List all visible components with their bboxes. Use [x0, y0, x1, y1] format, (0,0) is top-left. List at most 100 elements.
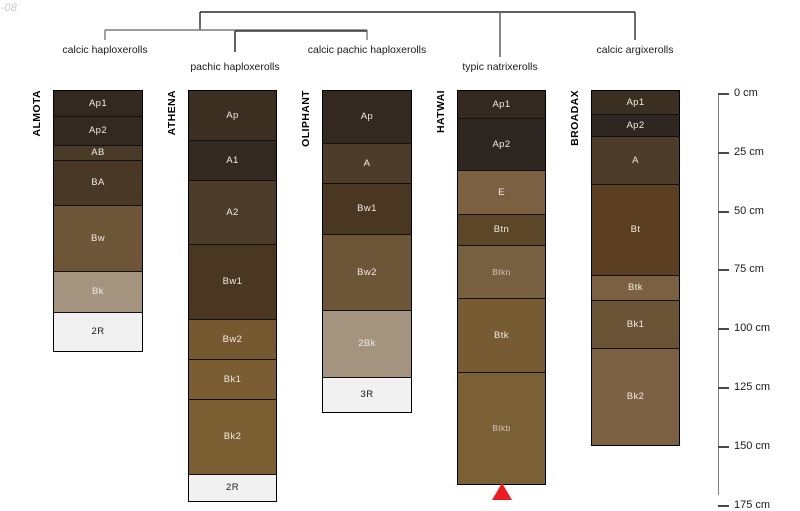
depth-tick-label: 100 cm: [734, 322, 771, 335]
depth-tick-label: 125 cm: [734, 381, 771, 393]
horizon-label: Ap1: [492, 98, 511, 110]
horizon-bk1[interactable]: Bk1: [189, 360, 276, 400]
horizon-label: 3R: [360, 389, 374, 401]
horizon-label: 2Bk: [358, 338, 376, 350]
horizon-label: Bw1: [222, 276, 243, 288]
horizon-label: E: [498, 186, 505, 198]
horizon-bw2[interactable]: Bw2: [189, 320, 276, 360]
horizon-label: Bw2: [357, 266, 377, 278]
horizon-stack: Ap A1 A2 Bw1 Bw2 Bk1 Bk2 2R: [188, 90, 277, 502]
profile-name-athena: ATHENA: [166, 90, 178, 136]
taxon-label-typic-natrixerolls: typic natrixerolls: [462, 61, 538, 73]
taxon-label-calcic-haploxerolls: calcic haploxerolls: [62, 44, 148, 56]
horizon-label: Bk1: [223, 373, 242, 385]
horizon-2r[interactable]: 2R: [54, 313, 142, 351]
horizon-ap1[interactable]: Ap1: [54, 91, 142, 117]
horizon-label: Bk2: [223, 431, 242, 443]
depth-tick-label: 75 cm: [734, 263, 764, 276]
horizon-bw2[interactable]: Bw2: [323, 235, 411, 311]
horizon-ap[interactable]: Ap: [323, 91, 411, 144]
horizon-label: Bk2: [626, 391, 645, 403]
horizon-3r[interactable]: 3R: [323, 378, 411, 412]
horizon-bw1[interactable]: Bw1: [323, 184, 411, 235]
horizon-btn[interactable]: Btn: [458, 215, 545, 246]
horizon-ap1[interactable]: Ap1: [592, 91, 679, 115]
horizon-label: Ap2: [88, 125, 108, 137]
depth-tick: [718, 328, 729, 331]
depth-tick-label: 175 cm: [734, 498, 771, 511]
profile-depth-marker-triangle: [492, 483, 512, 500]
horizon-label: 2R: [226, 482, 239, 494]
horizon-label: Bt: [630, 224, 641, 236]
horizon-ap2[interactable]: Ap2: [458, 119, 545, 171]
depth-tick: [718, 210, 729, 213]
horizon-label: Bk: [92, 286, 104, 298]
depth-tick-label: 0 cm: [734, 87, 758, 99]
horizon-ap2[interactable]: Ap2: [592, 115, 679, 137]
horizon-a2[interactable]: A2: [189, 181, 276, 245]
horizon-btkn[interactable]: Btkn: [458, 246, 545, 299]
depth-tick: [718, 269, 729, 272]
horizon-btk[interactable]: Btk: [458, 299, 545, 373]
horizon-ba[interactable]: BA: [54, 161, 142, 206]
horizon-bk[interactable]: Bk: [54, 272, 142, 313]
horizon-2r[interactable]: 2R: [189, 475, 276, 501]
horizon-btk[interactable]: Btk: [592, 276, 679, 301]
horizon-a1[interactable]: A1: [189, 141, 276, 181]
depth-tick: [718, 93, 729, 95]
horizon-bw1[interactable]: Bw1: [189, 245, 276, 320]
profile-name-almota: ALMOTA: [31, 90, 43, 137]
horizon-label: Btn: [493, 224, 510, 236]
watermark-text: 0-08: [0, 2, 18, 14]
horizon-bw[interactable]: Bw: [54, 206, 142, 272]
horizon-label: Ap1: [88, 97, 108, 109]
horizon-label: Bw: [91, 232, 105, 244]
horizon-a[interactable]: A: [592, 137, 679, 185]
taxon-label-calcic-argixerolls: calcic argixerolls: [596, 44, 674, 56]
profile-name-oliphant: OLIPHANT: [300, 90, 312, 147]
depth-tick: [718, 504, 729, 507]
horizon-label: 2R: [91, 326, 105, 338]
horizon-stack: Ap A Bw1 Bw2 2Bk 3R: [322, 90, 412, 413]
horizon-2bk[interactable]: 2Bk: [323, 311, 411, 378]
horizon-label: A: [632, 154, 639, 166]
depth-axis-line: [718, 93, 719, 495]
horizon-label: Bw2: [222, 333, 243, 345]
horizon-stack: Ap1 Ap2 A Bt Btk Bk1 Bk2: [591, 90, 680, 446]
horizon-bt[interactable]: Bt: [592, 185, 679, 276]
horizon-ab[interactable]: AB: [54, 146, 142, 161]
horizon-ap[interactable]: Ap: [189, 91, 276, 141]
horizon-bk2[interactable]: Bk2: [189, 400, 276, 475]
taxon-label-calcic-pachic-haploxerolls: calcic pachic haploxerolls: [307, 44, 427, 56]
depth-tick-label: 50 cm: [734, 204, 764, 217]
depth-tick: [718, 387, 729, 389]
dendrogram-tree: [104, 11, 636, 57]
horizon-label: Ap: [226, 109, 239, 121]
horizon-label: Btkb: [492, 423, 511, 434]
horizon-label: Ap1: [626, 96, 645, 108]
depth-tick-label: 150 cm: [734, 439, 771, 452]
horizon-label: Btk: [494, 329, 509, 341]
horizon-ap1[interactable]: Ap1: [458, 91, 545, 119]
horizon-ap2[interactable]: Ap2: [54, 117, 142, 146]
horizon-label: Ap: [360, 111, 374, 123]
depth-tick: [718, 445, 729, 448]
horizon-e[interactable]: E: [458, 171, 545, 215]
horizon-bk1[interactable]: Bk1: [592, 301, 679, 349]
horizon-a[interactable]: A: [323, 144, 411, 184]
profile-name-hatwai: HATWAI: [435, 90, 447, 134]
depth-tick: [718, 151, 729, 154]
horizon-label: Bw1: [357, 203, 377, 215]
horizon-btkb[interactable]: Btkb: [458, 373, 545, 484]
profile-name-broadax: BROADAX: [569, 90, 581, 146]
horizon-label: BA: [91, 177, 105, 189]
taxon-label-pachic-haploxerolls: pachic haploxerolls: [190, 61, 280, 73]
horizon-label: Bk1: [626, 318, 645, 330]
horizon-label: Ap2: [492, 138, 511, 150]
horizon-bk2[interactable]: Bk2: [592, 349, 679, 445]
horizon-label: A2: [226, 206, 239, 218]
depth-scale-axis: 0 cm 25 cm 50 cm 75 cm 100 cm 125 cm 150 cm 175…: [718, 87, 800, 511]
horizon-label: Btkn: [492, 266, 511, 277]
horizon-stack: Ap1 Ap2 AB BA Bw Bk 2R: [53, 90, 143, 352]
